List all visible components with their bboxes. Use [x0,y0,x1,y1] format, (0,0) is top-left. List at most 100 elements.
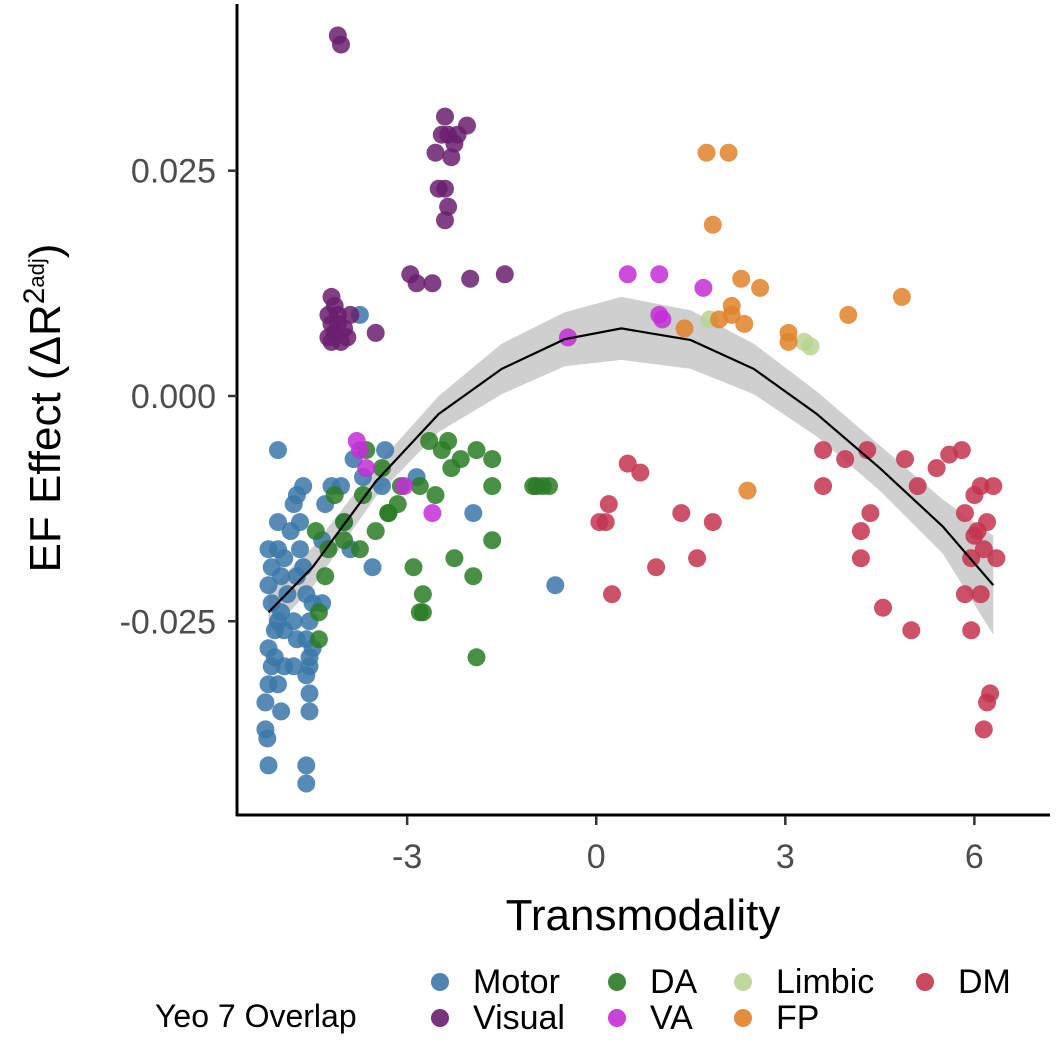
point-fp [719,143,738,162]
legend-key-da [608,973,626,991]
point-da [464,567,483,586]
point-da [354,486,372,505]
point-dm [978,513,996,532]
axes-layer [235,4,1050,817]
point-visual [495,265,514,284]
point-visual [426,143,445,162]
y-tick-label: 0.025 [131,153,216,191]
point-motor [294,558,313,577]
point-da [413,603,432,622]
point-visual [458,116,476,135]
point-dm [599,495,618,514]
point-visual [319,305,338,324]
point-dm [861,504,880,523]
y-axis-title: EF Effect (ΔR2adj) [18,244,70,573]
point-fp [839,305,858,324]
point-da [420,432,439,450]
point-dm [955,504,974,523]
point-visual [439,197,458,216]
point-dm [814,441,833,460]
point-motor [258,729,277,748]
point-dm [984,477,1003,496]
legend-key-motor [431,973,449,991]
legend-label-motor: Motor [473,963,560,1001]
ticks-layer: -3 0 3 6 0.025 0.000 -0.025 [120,153,984,876]
point-visual [338,328,357,347]
point-motor [300,702,319,721]
fit-line-layer [267,327,995,614]
point-visual [423,274,442,293]
point-da [483,531,502,550]
point-dm [965,526,984,545]
point-fp [735,314,754,333]
point-da [366,522,385,541]
point-da [483,450,502,469]
legend-key-fp [734,1009,752,1027]
legend-key-dm [916,973,934,991]
point-visual [322,332,341,351]
point-da [445,549,464,568]
point-visual [366,323,385,342]
point-dm [647,558,666,577]
point-da [413,585,432,604]
point-dm [688,549,707,568]
point-da [373,459,391,478]
point-dm [603,585,621,604]
point-visual [332,35,350,54]
point-motor [464,504,483,523]
point-dm [874,598,892,617]
point-fp [703,215,722,234]
point-dm [908,477,927,496]
point-dm [971,477,990,496]
point-motor [373,477,391,496]
point-da [439,432,458,450]
point-visual [461,269,480,288]
point-motor [259,756,278,775]
point-motor [259,576,278,595]
legend-key-va [608,1009,626,1027]
point-va [653,310,672,329]
legend-label-fp: FP [776,999,819,1037]
point-dm [952,441,971,460]
point-dm [631,463,650,482]
point-motor [272,567,291,586]
point-da [467,648,486,667]
point-fp [738,481,757,500]
point-da [350,540,369,559]
legend-label-dm: DM [958,963,1011,1001]
point-da [316,567,335,586]
point-dm [955,585,974,604]
point-va [694,278,713,297]
point-motor [269,675,287,694]
point-da [309,630,328,649]
y-axis-title-sup: 2 [18,288,51,305]
y-tick-label: -0.025 [120,603,216,641]
y-axis-title-close: ) [21,244,70,259]
point-motor [297,756,316,775]
point-da [467,441,486,460]
point-da [306,522,325,541]
point-motor [300,684,319,703]
point-visual [436,211,454,230]
point-motor [546,576,565,595]
point-dm [814,477,833,496]
point-visual [429,179,448,198]
point-motor [275,549,294,568]
point-motor [363,558,382,577]
x-tick-label: 6 [965,838,984,876]
point-motor [272,702,291,721]
point-va [618,265,637,284]
point-dm [902,621,921,640]
point-dm [974,720,993,739]
x-tick-label: 0 [587,838,606,876]
point-motor [256,693,275,712]
point-da [540,477,558,496]
point-limbic [801,337,820,356]
y-axis-title-main: EF Effect (ΔR [21,304,70,572]
point-motor [269,441,287,460]
point-dm [896,450,914,469]
point-motor [297,774,316,793]
point-motor [272,603,291,622]
point-va [395,477,413,496]
